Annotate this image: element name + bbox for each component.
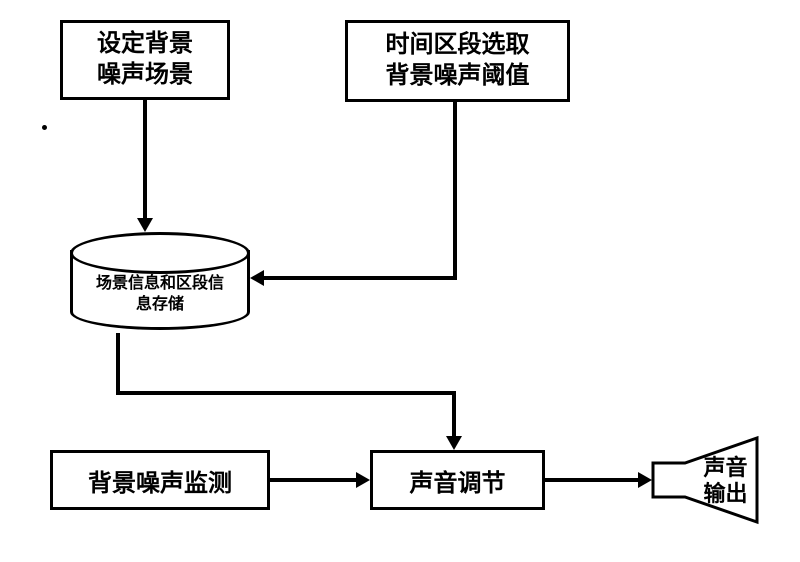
arrow-scene-to-storage [143,100,147,220]
arrow-head-monitor-to-adjust [356,472,370,488]
time-threshold-box: 时间区段选取背景噪声阈值 [345,20,570,102]
stray-dot [42,125,47,130]
arrow-threshold-vline [453,102,457,280]
arrow-storage-hline [116,391,456,395]
storage-cylinder: 场景信息和区段信息存储 [70,250,250,330]
sound-adjust-box: 声音调节 [370,450,545,510]
noise-monitor-box: 背景噪声监测 [50,450,270,510]
arrow-head-adjust-to-output [638,472,652,488]
arrow-head-scene-to-storage [137,218,153,232]
arrow-storage-vline2 [452,391,456,437]
time-threshold-label: 时间区段选取背景噪声阈值 [386,30,530,92]
arrow-storage-vline [116,333,120,395]
arrow-adjust-to-output [545,478,638,482]
noise-monitor-label: 背景噪声监测 [88,463,232,498]
set-scene-label: 设定背景噪声场景 [97,29,193,91]
set-scene-box: 设定背景噪声场景 [60,20,230,100]
sound-output-speaker: 声音输出 [650,435,760,525]
sound-adjust-label: 声音调节 [410,463,506,498]
arrow-head-threshold-to-storage [250,270,264,286]
arrow-threshold-hline [264,276,457,280]
sound-output-label: 声音输出 [698,455,753,508]
arrow-monitor-to-adjust [270,478,356,482]
arrow-head-storage-to-adjust [446,436,462,450]
storage-label: 场景信息和区段信息存储 [73,274,247,316]
